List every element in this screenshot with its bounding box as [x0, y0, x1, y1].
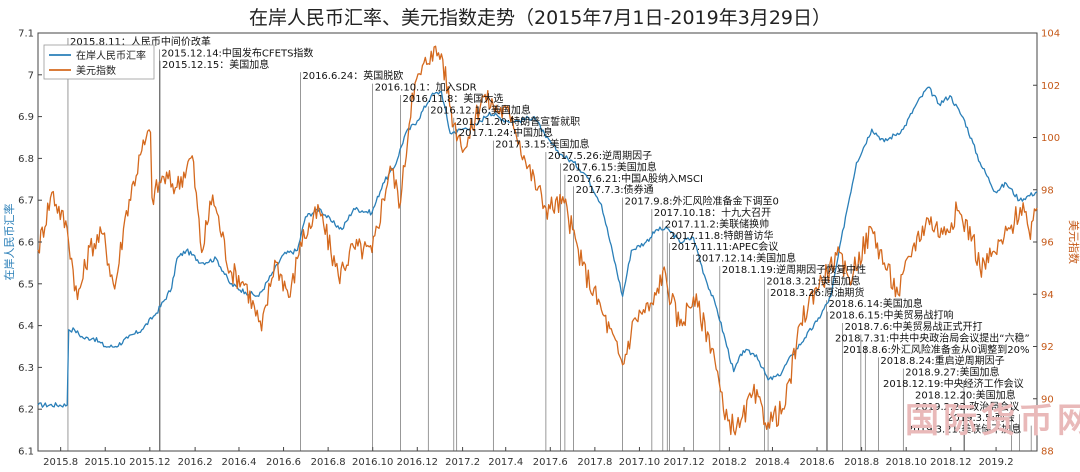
- x-tick-label: 2017.8: [577, 457, 612, 468]
- event-label: 2017.10.18：十九大召开: [654, 206, 771, 219]
- y-left-tick-label: 6.4: [18, 321, 34, 332]
- event-label: 2018.8.6:外汇风险准备金从0调整到20%: [843, 343, 1030, 356]
- y-left-tick-label: 7.1: [18, 29, 34, 40]
- x-tick-label: 2017.12: [663, 457, 704, 468]
- event-label: 2015.12.14:中国发布CFETS指数: [161, 46, 313, 59]
- x-tick-label: 2016.10: [352, 457, 393, 468]
- event-label: 2018.6.14:美国加息: [829, 297, 923, 310]
- event-label: 2018.8.24:重启逆周期因子: [880, 354, 1004, 367]
- legend-box: [43, 44, 155, 80]
- legend-label-dxy: 美元指数: [76, 64, 116, 77]
- event-label: 2016.11.8：美国大选: [402, 92, 503, 105]
- x-tick-label: 2016.4: [221, 457, 256, 468]
- x-tick-label: 2016.12: [397, 457, 438, 468]
- y-axis-right-label: 美元指数: [1067, 220, 1080, 264]
- event-label: 2016.6.24：英国脱欧: [302, 69, 403, 82]
- y-left-tick-label: 6.3: [18, 363, 34, 374]
- x-tick-label: 2015.8: [43, 457, 78, 468]
- y-right-tick-label: 88: [1041, 447, 1054, 458]
- y-left-tick-label: 6.1: [18, 447, 34, 458]
- event-label: 2018.9.27:美国加息: [905, 366, 999, 379]
- y-axis-left: 6.1 6.2 6.3 6.4 6.5 6.6 6.7 6.8 6.9 7 7.1: [18, 29, 42, 458]
- legend-label-cny: 在岸人民币汇率: [76, 49, 146, 62]
- x-tick-label: 2018.4: [755, 457, 790, 468]
- event-label: 2019.3.5:两会: [947, 411, 1015, 424]
- y-right-tick-label: 90: [1041, 394, 1054, 405]
- y-left-tick-label: 6.6: [18, 238, 34, 249]
- x-axis: 2015.8 2015.10 2015.12 2016.2 2016.4 2016.6 20…: [43, 447, 1014, 468]
- y-right-tick-label: 104: [1041, 29, 1060, 40]
- event-label: 2017.1.24:中国加息: [459, 126, 553, 139]
- x-tick-label: 2018.2: [712, 457, 747, 468]
- y-left-tick-label: 6.8: [18, 154, 34, 165]
- event-label: 2017.6.15:美国加息: [563, 160, 657, 173]
- event-label: 2017.11.2:美联储换帅: [665, 217, 769, 230]
- annotation-labels: 2015.8.11：人民币中间价改革2015.12.14:中国发布CFETS指数…: [70, 35, 1030, 436]
- event-label: 2016.12.16:美国加息: [430, 103, 531, 116]
- event-label: 2017.5.26:逆周期因子: [548, 149, 652, 162]
- event-label: 2019.2.22:政治局会议: [915, 400, 1019, 413]
- x-tick-label: 2017.6: [533, 457, 568, 468]
- y-right-tick-label: 102: [1041, 81, 1060, 92]
- y-left-tick-label: 6.2: [18, 405, 34, 416]
- x-tick-label: 2018.6: [800, 457, 835, 468]
- event-label: 2018.12.20:美国加息: [915, 388, 1016, 401]
- watermark-text: 国际货币网: [905, 401, 1080, 441]
- y-left-tick-label: 6.5: [18, 279, 34, 290]
- event-label: 2017.11.8:特朗普访华: [669, 229, 773, 242]
- event-label: 2018.6.15:中美贸易战打响: [829, 309, 953, 322]
- annotation-lines: [67, 38, 1032, 451]
- chart-title: 在岸人民币汇率、美元指数走势（2015年7月1日-2019年3月29日）: [249, 7, 831, 29]
- x-tick-label: 2016.6: [266, 457, 301, 468]
- legend: 在岸人民币汇率 美元指数: [43, 44, 155, 80]
- y-axis-left-label: 在岸人民币汇率: [2, 204, 16, 281]
- series-line-dxy: [37, 45, 1038, 436]
- x-tick-label: 2018.8: [844, 457, 879, 468]
- event-label: 2017.9.8:外汇风险准备金下调至0: [625, 195, 779, 208]
- event-label: 2017.7.3:债券通: [576, 183, 654, 196]
- x-tick-label: 2017.2: [445, 457, 480, 468]
- event-label: 2018.3.26:原油期货: [770, 286, 864, 299]
- series-layer: [37, 45, 1038, 436]
- event-label: 2016.10.1：加入SDR: [375, 82, 477, 94]
- y-left-tick-label: 6.9: [18, 112, 34, 123]
- y-left-tick-label: 6.7: [18, 196, 34, 207]
- x-tick-label: 2019.2: [979, 457, 1014, 468]
- x-tick-label: 2016.2: [178, 457, 213, 468]
- y-right-tick-label: 92: [1041, 342, 1054, 353]
- event-label: 2018.7.31:中共中央政治局会议提出“六稳”: [835, 331, 1030, 344]
- event-label: 2017.1.20:特朗普宣誓就职: [456, 115, 580, 128]
- event-label: 2018.1.19:逆周期因子恢复中性: [722, 263, 866, 276]
- y-right-tick-label: 100: [1041, 133, 1060, 144]
- event-label: 2018.3.21:美国加息: [766, 274, 860, 287]
- y-right-tick-label: 96: [1041, 238, 1054, 249]
- event-label: 2017.6.21:中国A股纳入MSCI: [567, 172, 703, 185]
- x-tick-label: 2016.8: [311, 457, 346, 468]
- x-tick-label: 2017.10: [619, 457, 660, 468]
- y-right-tick-label: 98: [1041, 185, 1054, 196]
- x-tick-label: 2017.4: [488, 457, 523, 468]
- y-right-tick-label: 94: [1041, 290, 1054, 301]
- event-label: 2018.12.19:中央经济工作会议: [883, 377, 1024, 390]
- event-label: 2017.3.15:美国加息: [495, 138, 589, 151]
- x-tick-label: 2018.10: [886, 457, 927, 468]
- y-axis-right: 88 90 92 94 96 98 100 102 104: [1033, 29, 1060, 458]
- x-tick-label: 2015.12: [129, 457, 170, 468]
- x-tick-label: 2018.12: [930, 457, 971, 468]
- event-label: 2017.11.11:APEC会议: [671, 240, 778, 253]
- event-label: 2019.3.21:美联储不加息: [907, 423, 1021, 436]
- event-label: 2015.12.15：美国加息: [162, 58, 269, 71]
- event-label: 2017.12.14:美国加息: [696, 252, 797, 265]
- x-tick-label: 2015.10: [85, 457, 126, 468]
- event-label: 2018.7.6:中美贸易战正式开打: [845, 320, 983, 333]
- y-left-tick-label: 7: [28, 70, 34, 81]
- series-line-cny: [37, 86, 1038, 408]
